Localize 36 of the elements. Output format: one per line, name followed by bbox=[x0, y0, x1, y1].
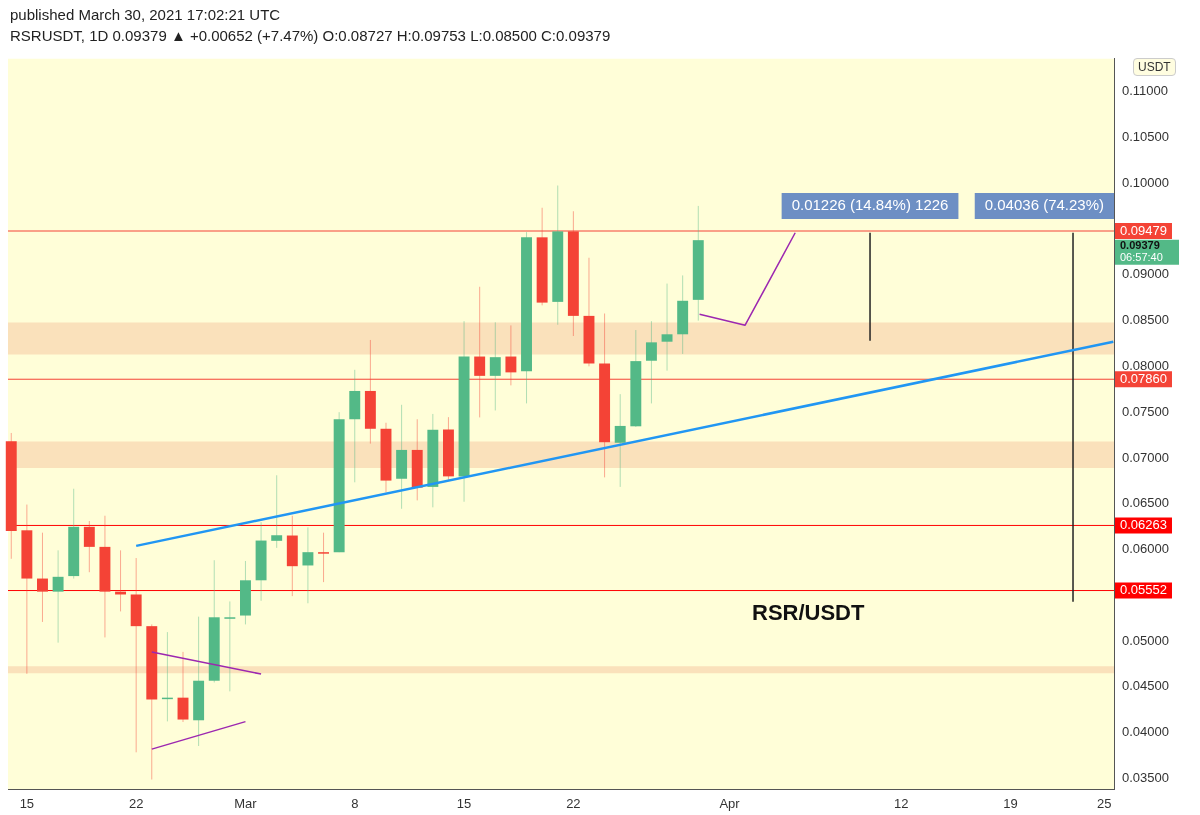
y-tick-label: 0.07500 bbox=[1122, 403, 1169, 419]
y-tick-label: 0.04500 bbox=[1122, 678, 1169, 694]
y-tick-label: 0.04000 bbox=[1122, 724, 1169, 740]
x-tick-label: 22 bbox=[128, 795, 144, 811]
y-tick-label: 0.08500 bbox=[1122, 312, 1169, 328]
x-tick-label: 15 bbox=[456, 795, 472, 811]
y-tick-label: 0.06500 bbox=[1122, 495, 1169, 511]
y-tick-label: 0.07000 bbox=[1122, 449, 1169, 465]
x-tick-label: 12 bbox=[894, 795, 909, 811]
ref-line-label: 0.06263 bbox=[1120, 517, 1167, 533]
y-tick-label: 0.05000 bbox=[1122, 632, 1169, 648]
annotation: 0.01226 (14.84%) 1226 bbox=[791, 196, 949, 214]
y-axis-title: USDT bbox=[1133, 58, 1176, 76]
y-tick-label: 0.10500 bbox=[1122, 129, 1169, 145]
x-tick-label: 8 bbox=[351, 795, 359, 811]
x-tick-label: 15 bbox=[19, 795, 35, 811]
ref-line-label: 0.07860 bbox=[1120, 370, 1167, 386]
x-tick-label: Apr bbox=[719, 795, 741, 811]
x-tick-label: 22 bbox=[566, 795, 581, 811]
y-tick-label: 0.11000 bbox=[1122, 83, 1169, 99]
annotation: RSR/USDT bbox=[752, 600, 865, 626]
y-tick-label: 0.09000 bbox=[1122, 266, 1169, 282]
ref-line-label: 0.05552 bbox=[1120, 582, 1167, 598]
y-tick-label: 0.03500 bbox=[1122, 769, 1169, 785]
ref-line-label: 0.09479 bbox=[1120, 222, 1167, 238]
x-tick-label: Mar bbox=[234, 795, 258, 811]
annotation: 0.04036 (74.23%) bbox=[984, 196, 1105, 214]
x-tick-label: 25 bbox=[1097, 795, 1112, 811]
y-tick-label: 0.06000 bbox=[1122, 541, 1169, 557]
x-tick-label: 19 bbox=[1003, 795, 1018, 811]
y-tick-label: 0.10000 bbox=[1122, 174, 1169, 190]
text: 0.09379 bbox=[1120, 239, 1160, 252]
text: 06:57:40 bbox=[1120, 251, 1163, 264]
chart-subtitle: RSRUSDT, 1D 0.09379 ▲ +0.00652 (+7.47%) O:0.08727 H:0.09753 L:0.08500 C:0.09379 bbox=[10, 27, 611, 44]
y-tick-label: 0.08000 bbox=[1122, 358, 1169, 373]
chart-title: published March 30, 2021 17:02:21 UTC bbox=[10, 6, 281, 23]
